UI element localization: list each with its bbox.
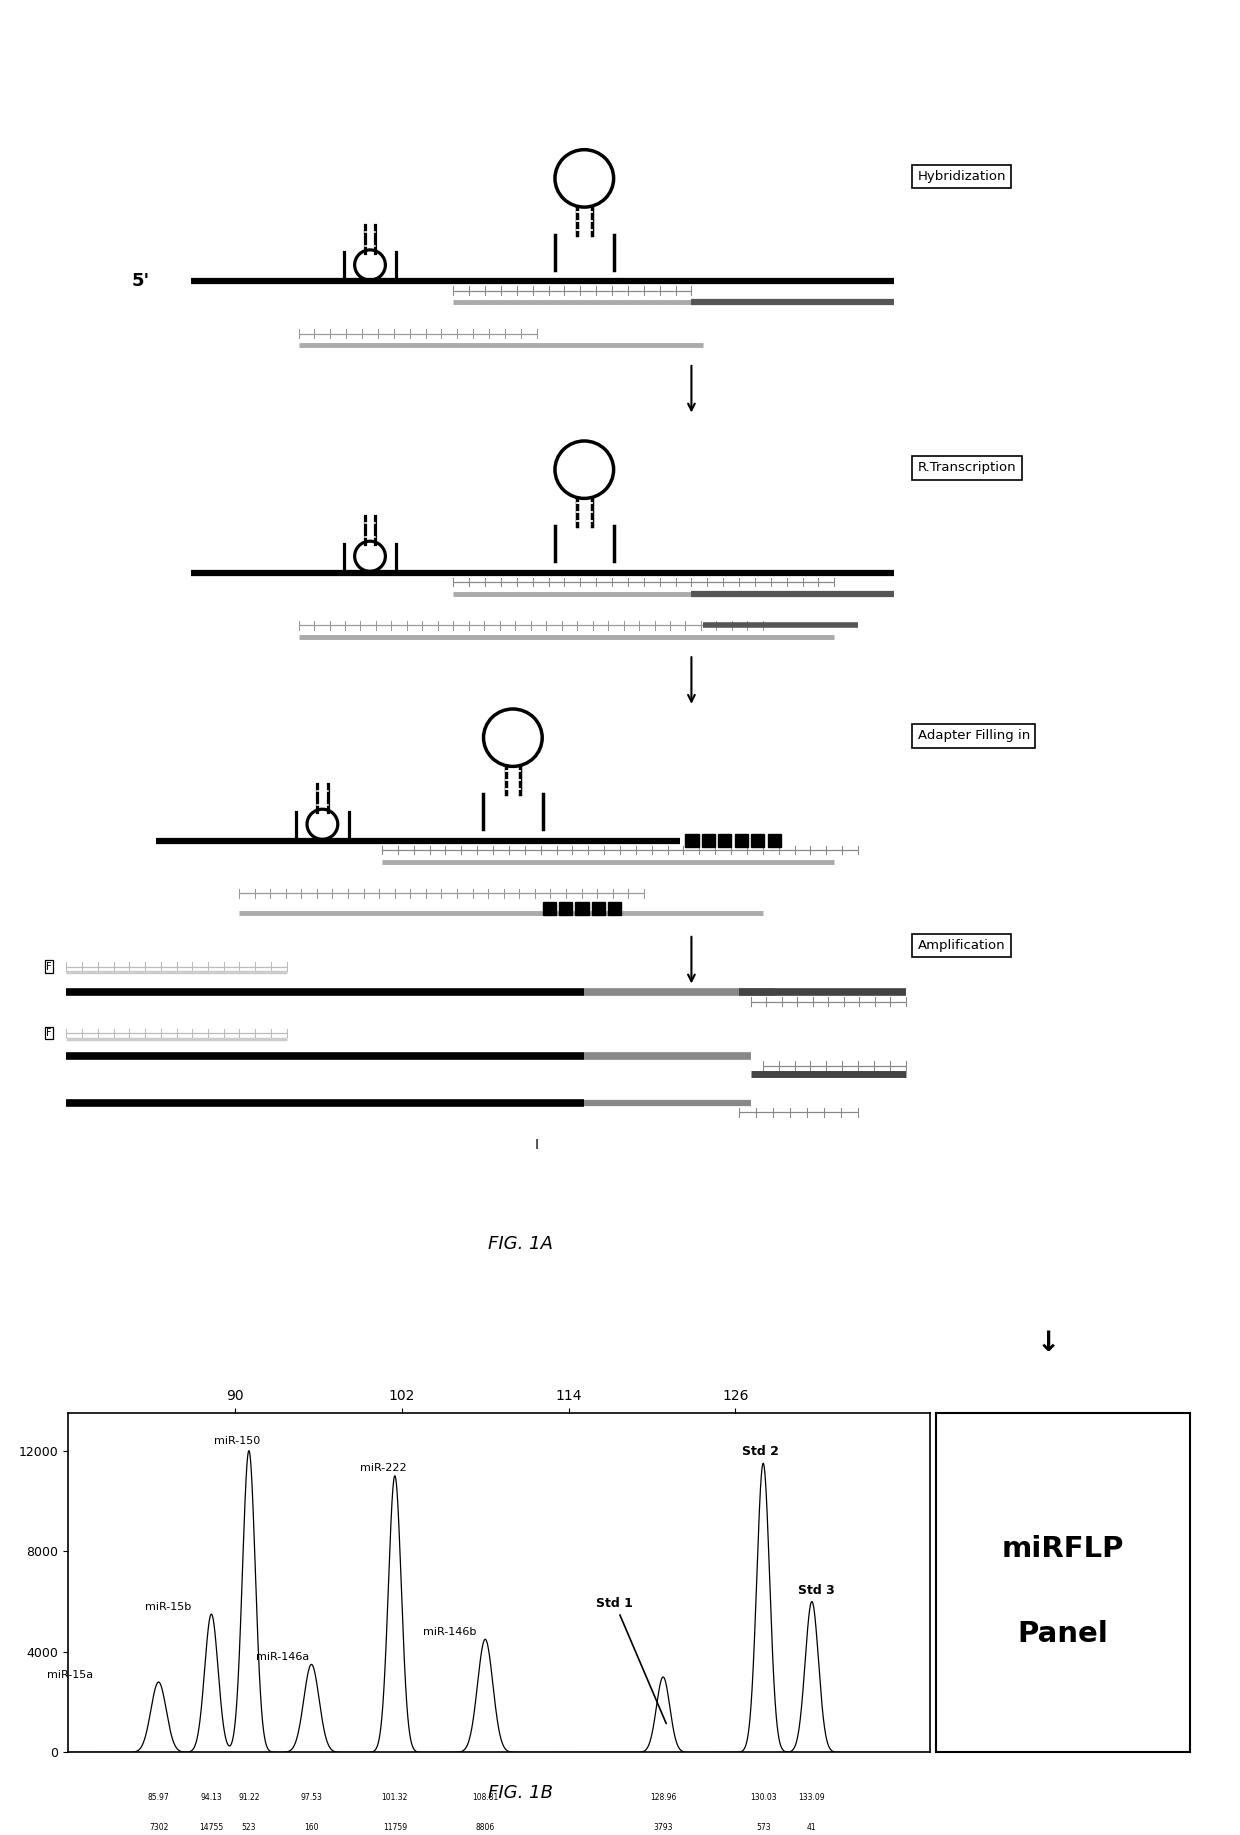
Text: R.Transcription: R.Transcription (918, 461, 1017, 473)
Bar (609, 901, 621, 914)
Text: I: I (534, 1138, 538, 1152)
Text: FIG. 1B: FIG. 1B (489, 1784, 553, 1802)
Text: miR-150: miR-150 (215, 1435, 260, 1446)
Text: Std 2: Std 2 (743, 1446, 779, 1459)
Text: ↓: ↓ (1037, 1329, 1059, 1358)
Text: 14755: 14755 (200, 1822, 223, 1831)
Text: Hybridization: Hybridization (918, 171, 1006, 184)
Bar (543, 901, 556, 914)
Bar (718, 835, 732, 848)
Text: Std 3: Std 3 (799, 1584, 835, 1596)
Text: 523: 523 (242, 1822, 257, 1831)
Text: miRFLP: miRFLP (1002, 1534, 1125, 1563)
Text: Panel: Panel (1018, 1620, 1109, 1648)
Bar (735, 835, 748, 848)
Text: 108.81: 108.81 (472, 1793, 498, 1802)
Text: 5': 5' (131, 272, 150, 290)
Text: F: F (46, 1028, 51, 1039)
Text: 133.09: 133.09 (799, 1793, 825, 1802)
Text: 101.32: 101.32 (382, 1793, 408, 1802)
Text: 7302: 7302 (149, 1822, 169, 1831)
Bar (559, 901, 572, 914)
Text: 11759: 11759 (383, 1822, 407, 1831)
Text: 128.96: 128.96 (650, 1793, 676, 1802)
Bar (768, 835, 781, 848)
Text: miR-222: miR-222 (360, 1462, 407, 1474)
Text: Std 1: Std 1 (596, 1596, 666, 1723)
Text: 3793: 3793 (653, 1822, 673, 1831)
Text: 91.22: 91.22 (238, 1793, 259, 1802)
Bar (686, 835, 698, 848)
Text: miR-15a: miR-15a (47, 1670, 93, 1679)
Text: 130.03: 130.03 (750, 1793, 776, 1802)
Text: Amplification: Amplification (918, 940, 1006, 952)
Bar (591, 901, 605, 914)
Bar (702, 835, 715, 848)
Text: 573: 573 (756, 1822, 770, 1831)
Text: 97.53: 97.53 (300, 1793, 322, 1802)
Text: Adapter Filling in: Adapter Filling in (918, 728, 1030, 743)
Text: 41: 41 (807, 1822, 817, 1831)
Text: miR-146b: miR-146b (423, 1628, 476, 1637)
Bar (751, 835, 764, 848)
Text: 8806: 8806 (476, 1822, 495, 1831)
Text: FIG. 1A: FIG. 1A (489, 1235, 553, 1253)
Text: miR-15b: miR-15b (145, 1602, 191, 1611)
Text: 160: 160 (304, 1822, 319, 1831)
Text: 94.13: 94.13 (201, 1793, 222, 1802)
Text: F: F (46, 962, 51, 971)
Text: miR-146a: miR-146a (255, 1652, 309, 1663)
Bar (575, 901, 589, 914)
Text: 85.97: 85.97 (148, 1793, 170, 1802)
